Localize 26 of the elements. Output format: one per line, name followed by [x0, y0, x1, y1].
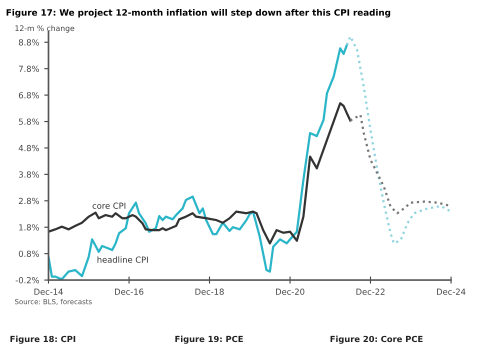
x-tick-label: Dec-18	[195, 288, 224, 295]
y-tick-label: -0.2%	[16, 277, 40, 284]
y-tick-label: 1.8%	[19, 224, 40, 231]
y-tick-label: 3.8%	[18, 171, 40, 178]
line-series	[48, 102, 352, 244]
line-series	[48, 44, 348, 280]
x-tick-label: Dec-24	[437, 288, 466, 295]
annotation: core CPI	[92, 202, 126, 209]
caption: Figure 18: CPI	[10, 336, 76, 344]
x-tick-label: Dec-14	[34, 288, 63, 295]
y-tick-label: 4.8%	[18, 144, 40, 152]
x-tick-label: Dec-22	[356, 288, 385, 295]
y-tick-label: 8.8%	[18, 39, 40, 46]
x-tick-label: Dec-20	[276, 288, 304, 295]
y-tick-label: 2.8%	[18, 198, 40, 204]
y-tick-label: 6.8%	[18, 92, 40, 98]
line-series	[349, 114, 452, 214]
annotation: headline CPI	[98, 256, 148, 263]
y-tick-label: 7.8%	[18, 66, 40, 72]
chart-title: Figure 17: We project 12-month inflation will step down after this CPI reading	[6, 9, 390, 18]
caption: Figure 20: Core PCE	[330, 336, 423, 344]
caption: Figure 19: PCE	[175, 336, 243, 344]
x-tick-label: Dec-16	[115, 288, 144, 295]
line-series	[346, 35, 452, 244]
y-tick-label: 0.8%	[18, 250, 40, 257]
y-tick-label: 5.8%	[18, 118, 40, 125]
